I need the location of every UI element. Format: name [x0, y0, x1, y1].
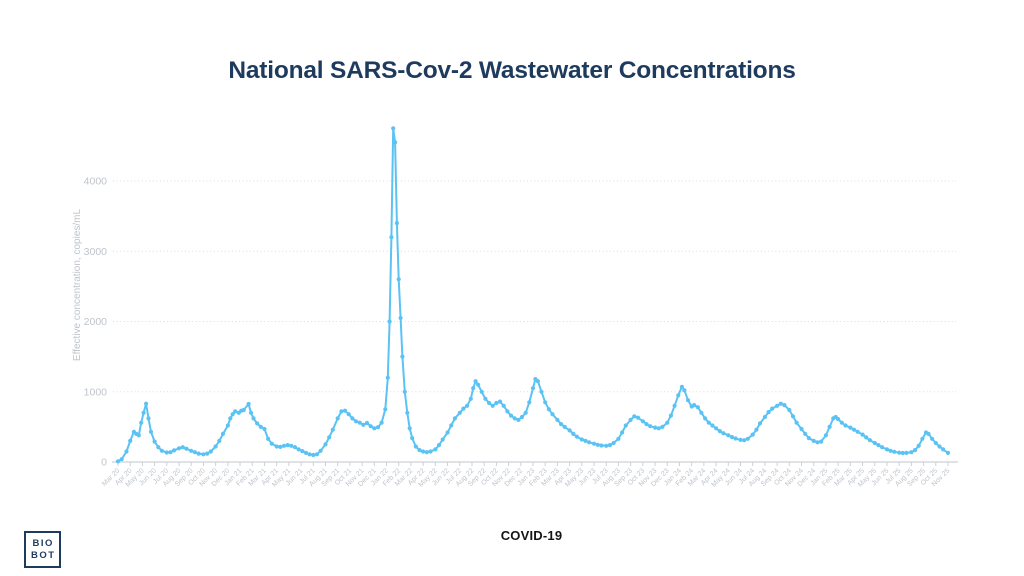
dataset-label: COVID-19	[500, 528, 563, 543]
svg-text:2000: 2000	[84, 316, 108, 328]
svg-text:1000: 1000	[84, 386, 108, 398]
gridlines	[113, 180, 956, 393]
biobot-logo: BIO BOT	[24, 531, 61, 568]
wastewater-line-chart: Effective concentration, copies/mL 0 1000…	[72, 126, 958, 489]
covid-concentration-series	[115, 126, 951, 464]
logo-line-1: BIO	[32, 537, 54, 549]
y-axis-title: Effective concentration, copies/mL	[72, 209, 83, 362]
logo-line-2: BOT	[30, 549, 56, 561]
svg-text:4000: 4000	[84, 176, 108, 188]
svg-text:0: 0	[101, 457, 107, 469]
svg-text:3000: 3000	[84, 246, 108, 258]
chart-title: National SARS-Cov-2 Wastewater Concentra…	[228, 57, 796, 84]
